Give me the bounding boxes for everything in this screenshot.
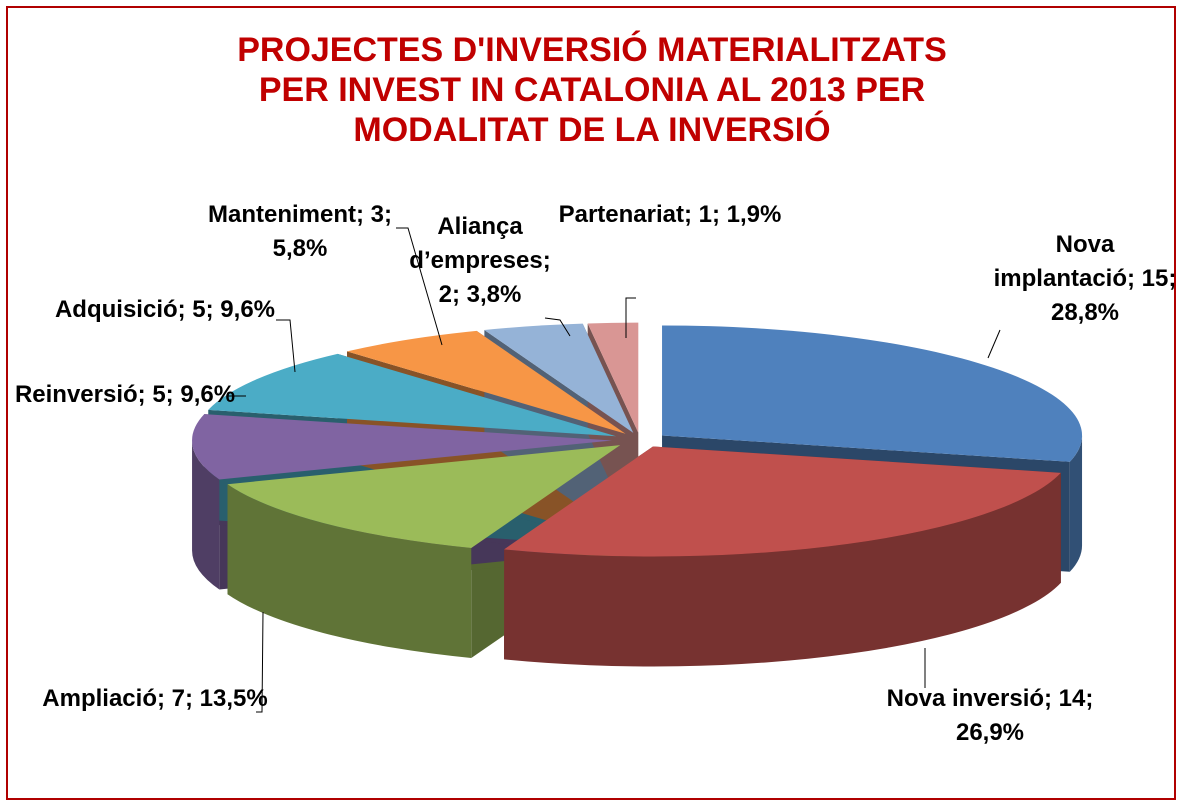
leader-line xyxy=(625,297,636,338)
data-label: Ampliació; 7; 13,5% xyxy=(42,685,268,712)
slice-wall xyxy=(192,440,220,590)
leader-line xyxy=(276,319,296,373)
data-label: Aliança d’empreses; 2; 3,8% xyxy=(409,213,551,308)
leader-line xyxy=(256,611,264,713)
leader-line xyxy=(987,329,1001,359)
slice-wall xyxy=(504,472,1061,667)
data-label: Partenariat; 1; 1,9% xyxy=(558,201,782,228)
leader-line xyxy=(396,227,443,346)
chart-title: PROJECTES D'INVERSIÓ MATERIALITZATS PER … xyxy=(237,31,947,149)
data-label: Nova inversió; 14; 26,9% xyxy=(886,685,1094,746)
slice-wall xyxy=(1069,435,1083,572)
slice xyxy=(347,330,626,434)
chart-frame xyxy=(6,6,1176,800)
leader-line xyxy=(544,317,571,337)
slice-tops xyxy=(192,322,1083,557)
slice xyxy=(587,322,639,433)
slice xyxy=(662,325,1083,462)
slice xyxy=(208,353,617,437)
data-label: Nova implantació; 15; 28,8% xyxy=(993,231,1177,326)
data-label: Manteniment; 3; 5,8% xyxy=(207,201,392,262)
slice xyxy=(227,445,621,549)
slice-walls xyxy=(192,435,1083,667)
data-label: Adquisició; 5; 9,6% xyxy=(54,296,276,323)
slice xyxy=(484,323,634,433)
slice-wall xyxy=(227,484,472,659)
slice xyxy=(504,446,1061,557)
slice xyxy=(192,414,613,480)
data-label: Reinversió; 5; 9,6% xyxy=(14,381,236,408)
